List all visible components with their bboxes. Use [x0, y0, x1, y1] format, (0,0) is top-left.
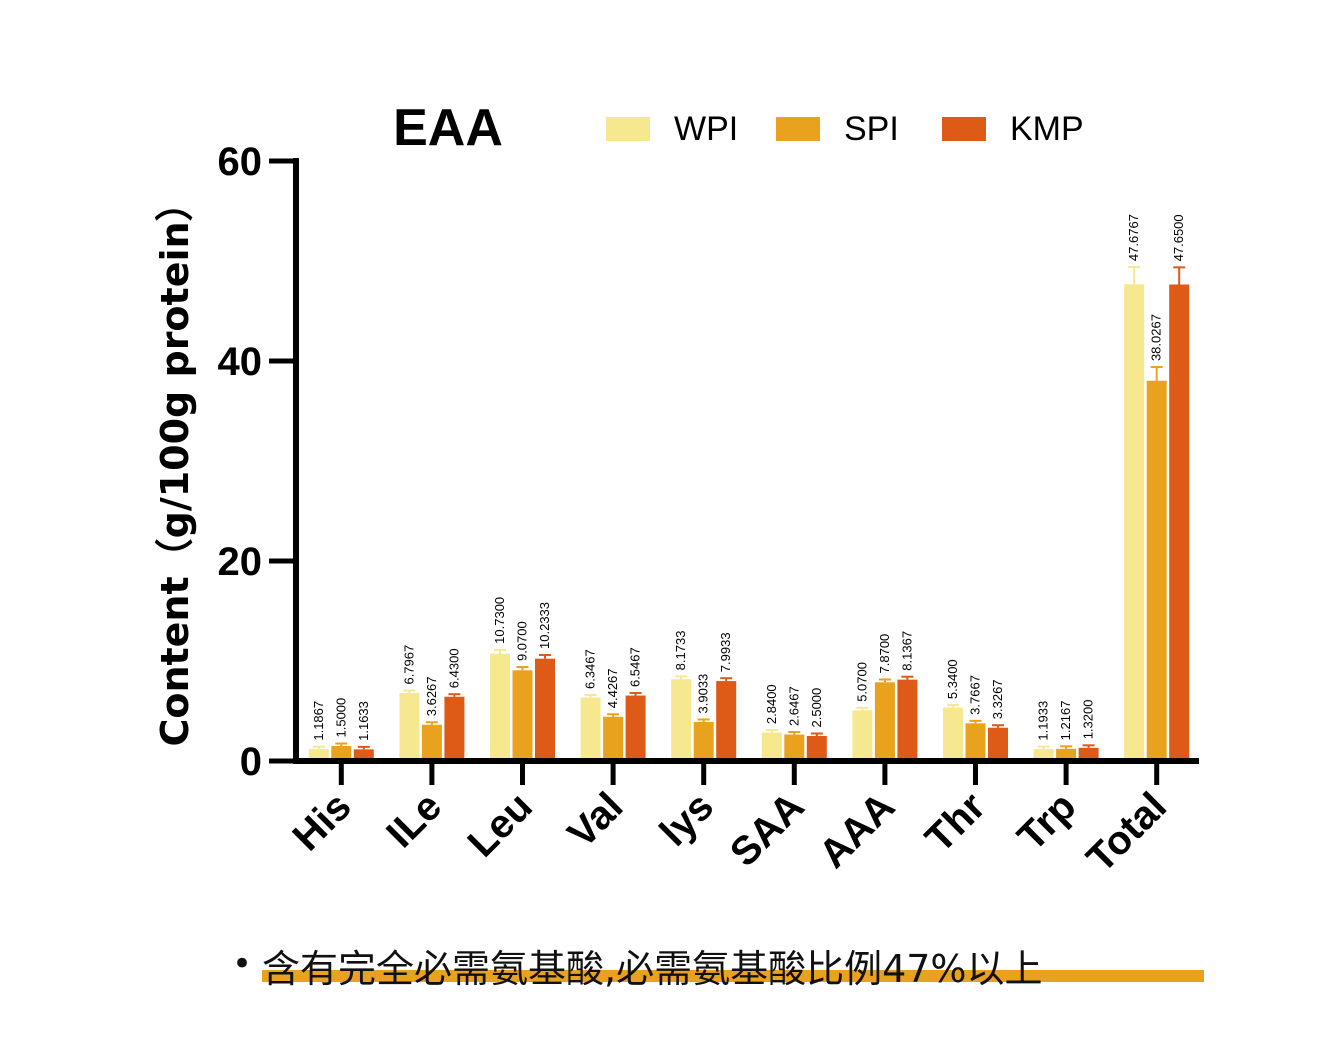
bar-WPI-His: [308, 749, 329, 761]
bar-KMP-His: [353, 749, 374, 761]
bar-SPI-Val: [603, 716, 624, 761]
data-label-WPI-Trp: 1.1933: [1036, 701, 1051, 741]
x-tick-label-Total: Total: [1078, 784, 1175, 881]
bar-WPI-Leu: [490, 653, 510, 761]
bar-KMP-ILe: [444, 696, 465, 761]
bar-WPI-AAA: [852, 710, 873, 761]
data-label-SPI-Thr: 3.7667: [968, 675, 983, 715]
bar-KMP-Trp: [1078, 747, 1099, 761]
bar-SPI-Trp: [1056, 748, 1077, 761]
y-axis-label: Content（g/100g protein）: [153, 183, 197, 746]
data-label-KMP-His: 1.1633: [356, 701, 371, 741]
data-labels: 1.1867 1.5000 1.1633 6.7967 3.6267 6.4300 10.7…: [311, 214, 1186, 741]
x-tick-label-Leu: Leu: [459, 784, 540, 865]
bar-WPI-SAA: [761, 732, 782, 761]
bar-WPI-Trp: [1033, 749, 1054, 761]
data-label-WPI-Val: 6.3467: [583, 649, 598, 689]
x-tick-label-Thr: Thr: [917, 784, 994, 861]
x-tick-label-SAA: SAA: [722, 784, 813, 875]
data-label-SPI-AAA: 7.8700: [877, 634, 892, 674]
bar-KMP-Thr: [988, 727, 1008, 761]
data-label-WPI-His: 1.1867: [311, 701, 326, 741]
y-tick-label-3: 60: [218, 140, 263, 184]
data-label-KMP-Trp: 1.3200: [1081, 700, 1096, 740]
bar-KMP-Val: [625, 695, 646, 761]
bar-WPI-Total: [1124, 284, 1145, 761]
chart-legend: WPI SPI KMP: [606, 110, 1084, 148]
legend-label-KMP: KMP: [1010, 110, 1084, 148]
legend-label-SPI: SPI: [844, 110, 899, 148]
x-tick-label-Trp: Trp: [1009, 784, 1084, 859]
data-label-WPI-SAA: 2.8400: [764, 684, 779, 724]
data-label-SPI-ILe: 3.6267: [424, 676, 439, 716]
y-tick-label-2: 40: [218, 340, 263, 384]
data-label-WPI-lys: 8.1733: [673, 631, 688, 671]
bar-SPI-Thr: [965, 723, 986, 761]
x-tick-label-ILe: ILe: [378, 784, 450, 856]
bar-SPI-SAA: [784, 734, 805, 761]
bar-SPI-Leu: [512, 670, 533, 761]
data-label-KMP-Total: 47.6500: [1171, 214, 1186, 261]
data-label-KMP-Leu: 10.2333: [537, 602, 552, 649]
bar-KMP-AAA: [897, 679, 918, 761]
data-label-KMP-Thr: 3.3267: [990, 679, 1005, 719]
data-label-KMP-SAA: 2.5000: [809, 688, 824, 728]
data-label-KMP-Val: 6.5467: [628, 647, 643, 687]
data-label-WPI-AAA: 5.0700: [854, 662, 869, 702]
bar-KMP-SAA: [806, 736, 827, 761]
data-label-KMP-AAA: 8.1367: [899, 631, 914, 671]
bar-KMP-Total: [1169, 284, 1190, 761]
data-label-WPI-Leu: 10.7300: [492, 597, 507, 644]
bar-WPI-ILe: [399, 693, 420, 761]
data-label-SPI-Trp: 1.2167: [1058, 701, 1073, 741]
bar-KMP-Leu: [535, 658, 555, 761]
bar-marks: [308, 266, 1190, 761]
legend-swatch-WPI: [606, 117, 650, 141]
eaa-bar-chart: EAA WPI SPI KMP Content（g/100g protein） 0 2…: [153, 99, 1199, 881]
bar-SPI-ILe: [421, 724, 442, 761]
bar-SPI-His: [331, 746, 352, 761]
data-label-SPI-Total: 38.0267: [1149, 314, 1164, 361]
y-tick-label-1: 20: [218, 540, 263, 584]
x-tick-label-His: His: [285, 784, 360, 859]
legend-swatch-SPI: [776, 117, 820, 141]
legend-label-WPI: WPI: [674, 110, 738, 148]
data-label-WPI-ILe: 6.7967: [401, 645, 416, 685]
data-label-SPI-Leu: 9.0700: [515, 621, 530, 661]
data-label-KMP-lys: 7.9933: [718, 632, 733, 672]
bar-SPI-lys: [693, 721, 714, 761]
y-tick-label-0: 0: [240, 740, 262, 784]
bar-WPI-Thr: [943, 707, 963, 761]
y-axis-ticks: 0 20 40 60: [218, 140, 296, 784]
highlight-underline: [262, 970, 1204, 982]
x-tick-label-AAA: AAA: [811, 784, 903, 876]
bar-SPI-AAA: [874, 682, 895, 761]
summary-note: • 含有完全必需氨基酸,必需氨基酸比例47%以上: [232, 932, 1232, 992]
data-label-SPI-SAA: 2.6467: [786, 686, 801, 726]
chart-title: EAA: [393, 99, 503, 157]
legend-swatch-KMP: [942, 117, 986, 141]
bar-KMP-lys: [716, 681, 737, 761]
data-label-WPI-Thr: 5.3400: [945, 659, 960, 699]
data-label-SPI-lys: 3.9033: [696, 674, 711, 714]
summary-text: 含有完全必需氨基酸,必需氨基酸比例47%以上: [262, 947, 1043, 991]
bar-WPI-Val: [580, 697, 601, 761]
bar-SPI-Total: [1146, 380, 1167, 761]
bullet-icon: •: [232, 944, 253, 984]
data-label-KMP-ILe: 6.4300: [446, 648, 461, 688]
data-label-WPI-Total: 47.6767: [1126, 214, 1141, 261]
data-label-SPI-His: 1.5000: [333, 698, 348, 738]
bar-WPI-lys: [671, 679, 692, 761]
x-tick-label-lys: lys: [652, 784, 722, 854]
x-tick-label-Val: Val: [559, 784, 631, 856]
data-label-SPI-Val: 4.4267: [605, 668, 620, 708]
